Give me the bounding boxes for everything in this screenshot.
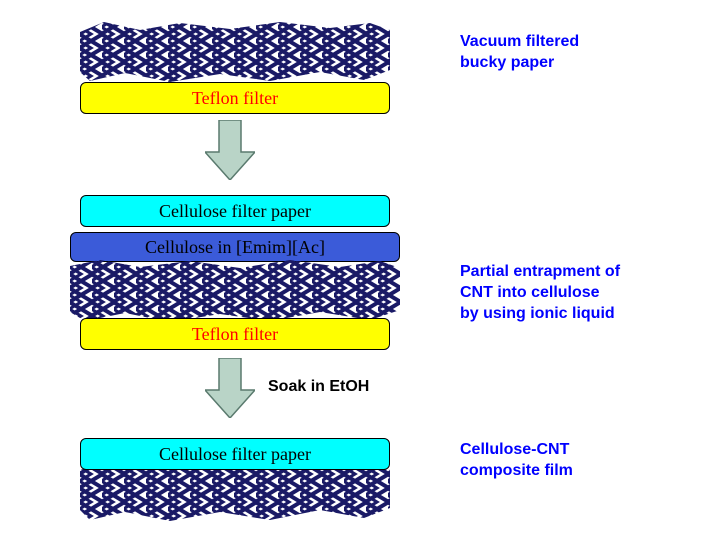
cellulose-paper-bar-3: Cellulose filter paper <box>80 438 390 470</box>
teflon-filter-bar-1: Teflon filter <box>80 82 390 114</box>
mesh-stage2 <box>70 260 400 322</box>
annotation-stage1-l1: Vacuum filtered <box>460 33 579 50</box>
mesh-stage1 <box>80 20 390 82</box>
teflon-label-1: Teflon filter <box>192 89 278 107</box>
annotation-stage2-l3: by using ionic liquid <box>460 305 615 322</box>
cellulose-paper-bar-2: Cellulose filter paper <box>80 195 390 227</box>
annotation-stage1-l2: bucky paper <box>460 54 554 71</box>
cellulose-label-2: Cellulose filter paper <box>159 202 311 220</box>
arrow-1 <box>205 120 255 180</box>
annotation-stage3-l1: Cellulose-CNT <box>460 441 569 458</box>
annotation-stage3-l2: composite film <box>460 462 573 479</box>
annotation-stage2-l2: CNT into cellulose <box>460 284 600 301</box>
annotation-stage3: Cellulose-CNT composite film <box>460 440 573 482</box>
arrow-2-label: Soak in EtOH <box>268 378 369 396</box>
ionic-label: Cellulose in [Emim][Ac] <box>145 238 325 256</box>
teflon-filter-bar-2: Teflon filter <box>80 318 390 350</box>
ionic-liquid-bar: Cellulose in [Emim][Ac] <box>70 232 400 262</box>
annotation-stage1: Vacuum filtered bucky paper <box>460 32 579 74</box>
annotation-stage2: Partial entrapment of CNT into cellulose… <box>460 262 620 324</box>
annotation-stage2-l1: Partial entrapment of <box>460 263 620 280</box>
cellulose-label-3: Cellulose filter paper <box>159 445 311 463</box>
teflon-label-2: Teflon filter <box>192 325 278 343</box>
arrow-2 <box>205 358 255 418</box>
